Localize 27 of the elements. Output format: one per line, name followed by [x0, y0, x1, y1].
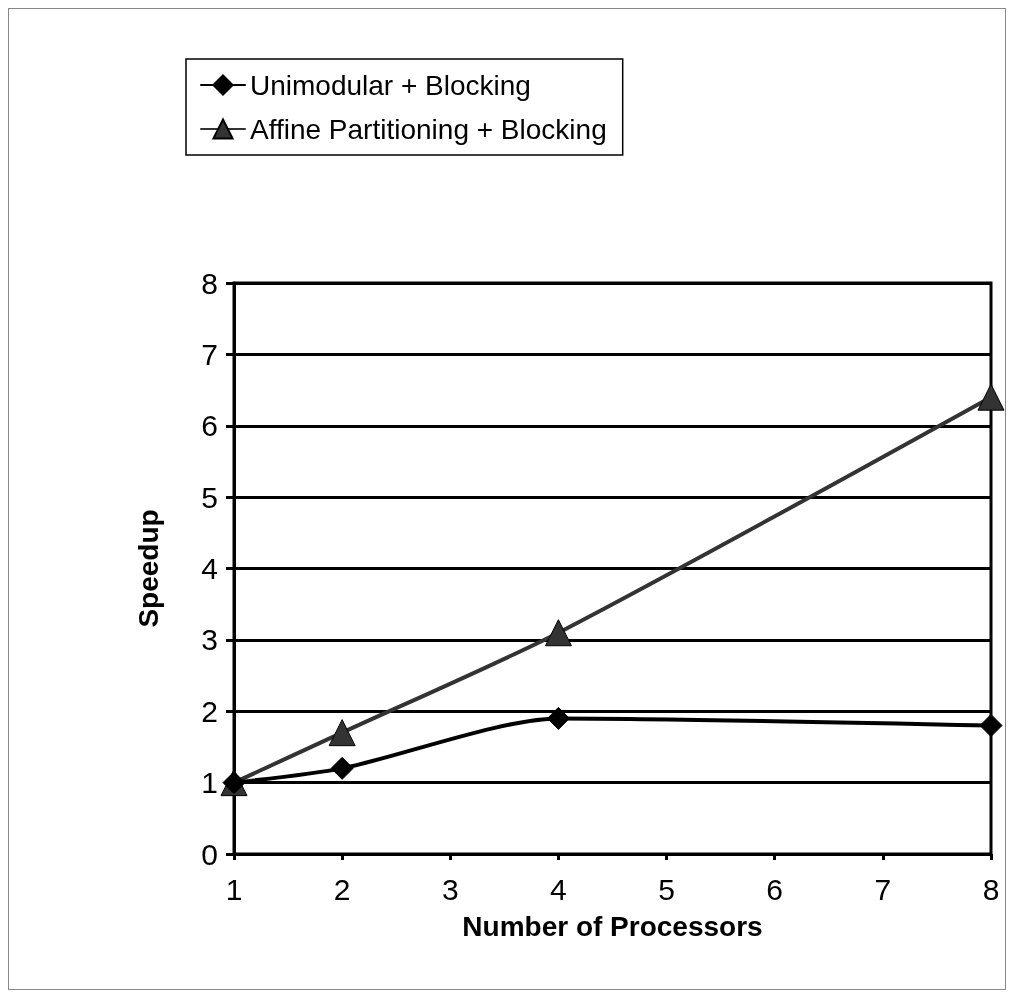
- y-tick-label: 1: [201, 766, 218, 800]
- x-tick-label: 5: [658, 872, 675, 906]
- y-axis-title: Speedup: [132, 509, 164, 628]
- point: [546, 706, 570, 730]
- y-tick-label: 7: [201, 337, 218, 371]
- point: [977, 383, 1005, 411]
- y-tick-label: 8: [201, 266, 218, 300]
- y-tick-label: 6: [201, 409, 218, 443]
- x-tick-label: 1: [225, 872, 243, 906]
- y-tick-label: 4: [201, 552, 218, 585]
- point: [328, 719, 356, 747]
- x-tick-label: 6: [766, 872, 784, 906]
- point: [330, 756, 354, 780]
- point: [544, 619, 572, 647]
- x-tick-label: 2: [333, 872, 351, 906]
- x-tick-label: 7: [874, 872, 892, 906]
- legend-label: Unimodular + Blocking: [250, 69, 531, 101]
- y-tick-label: 0: [201, 837, 218, 871]
- x-tick-label: 3: [441, 872, 459, 906]
- point: [979, 714, 1003, 738]
- y-tick-label: 2: [201, 694, 218, 728]
- x-axis-title: Number of Processors: [462, 910, 763, 942]
- x-tick-label: 4: [550, 872, 567, 906]
- x-tick-label: 8: [982, 872, 1000, 906]
- y-tick-label: 3: [201, 623, 218, 657]
- y-tick-label: 5: [201, 480, 218, 514]
- legend-label: Affine Partitioning + Blocking: [250, 113, 607, 145]
